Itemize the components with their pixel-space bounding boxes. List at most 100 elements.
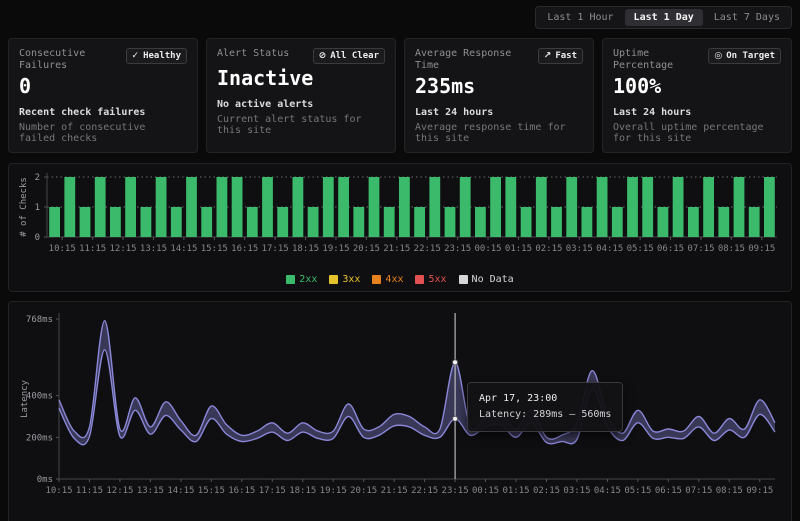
card-value: 235ms — [415, 74, 476, 98]
svg-text:23:15: 23:15 — [442, 486, 469, 496]
svg-text:0: 0 — [35, 233, 40, 243]
time-range-last-1-day[interactable]: Last 1 Day — [624, 9, 703, 26]
card-value: 0 — [19, 74, 32, 98]
check-bar — [155, 177, 167, 237]
svg-text:22:15: 22:15 — [411, 486, 438, 496]
check-bar — [186, 177, 197, 237]
card-title: Uptime Percentage — [613, 48, 674, 71]
svg-text:02:15: 02:15 — [533, 486, 560, 496]
legend-item-2xx: 2xx — [286, 274, 317, 285]
time-range-selector: Last 1 Hour Last 1 Day Last 7 Days — [535, 6, 792, 29]
svg-text:01:15: 01:15 — [505, 244, 532, 254]
legend-item-3xx: 3xx — [329, 274, 360, 285]
check-bar — [414, 207, 425, 237]
svg-text:03:15: 03:15 — [563, 486, 590, 496]
svg-text:07:15: 07:15 — [687, 244, 714, 254]
svg-text:0ms: 0ms — [37, 475, 53, 485]
check-bar — [566, 177, 578, 237]
check-bar — [94, 177, 106, 237]
svg-text:08:15: 08:15 — [716, 486, 743, 496]
svg-text:08:15: 08:15 — [718, 244, 745, 254]
time-range-last-7-days[interactable]: Last 7 Days — [705, 9, 789, 26]
legend-label: 5xx — [428, 273, 447, 285]
check-bar — [733, 177, 745, 237]
card-value: Inactive — [217, 66, 314, 90]
check-bar — [338, 177, 349, 237]
check-bar — [399, 177, 410, 237]
check-bar — [170, 207, 182, 237]
svg-text:00:15: 00:15 — [472, 486, 499, 496]
check-bar — [444, 207, 456, 237]
badge-label: Healthy — [143, 51, 181, 61]
svg-text:20:15: 20:15 — [350, 486, 377, 496]
svg-text:07:15: 07:15 — [685, 486, 712, 496]
check-bar — [292, 177, 304, 237]
check-bar — [125, 177, 136, 237]
svg-text:06:15: 06:15 — [657, 244, 684, 254]
svg-text:13:15: 13:15 — [140, 244, 167, 254]
svg-text:06:15: 06:15 — [655, 486, 682, 496]
check-bar — [383, 207, 395, 237]
stat-cards: Consecutive Failures ✓ Healthy 0 Recent … — [8, 38, 792, 153]
trend-up-icon: ↗ — [543, 50, 552, 61]
card-alert-status: Alert Status ⊘ All Clear Inactive No act… — [206, 38, 396, 153]
svg-text:400ms: 400ms — [26, 392, 53, 402]
status-badge: ↗ Fast — [537, 48, 583, 64]
check-bar — [49, 207, 60, 237]
svg-text:04:15: 04:15 — [596, 244, 623, 254]
check-bar — [322, 177, 334, 237]
check-bar — [277, 207, 289, 237]
bell-icon: ⊘ — [318, 50, 327, 61]
check-bar — [368, 177, 380, 237]
check-bar — [551, 207, 562, 237]
legend-swatch — [286, 274, 296, 284]
card-title: Consecutive Failures — [19, 48, 86, 71]
badge-label: Fast — [555, 51, 577, 61]
hover-point — [451, 415, 459, 422]
check-bar — [718, 207, 730, 237]
svg-text:12:15: 12:15 — [109, 244, 136, 254]
card-subtitle: Last 24 hours — [613, 107, 692, 118]
svg-text:22:15: 22:15 — [414, 244, 441, 254]
svg-text:09:15: 09:15 — [748, 244, 775, 254]
card-subtitle: Last 24 hours — [415, 107, 494, 118]
check-bar — [764, 177, 775, 237]
svg-text:18:15: 18:15 — [292, 244, 319, 254]
svg-text:11:15: 11:15 — [76, 486, 103, 496]
checks-bar-chart[interactable]: 0 1 2 10:15 11:15 12:15 13:15 14:15 15:15 16:15 17… — [15, 169, 785, 267]
svg-text:13:15: 13:15 — [137, 486, 164, 496]
latency-chart[interactable]: 0ms 200ms 400ms 768ms 10:15 11:15 12:15 13:15 14… — [15, 307, 785, 519]
svg-text:16:15: 16:15 — [231, 244, 258, 254]
legend-item-4xx: 4xx — [372, 274, 403, 285]
check-bar — [505, 177, 517, 237]
card-title: Alert Status — [217, 48, 290, 59]
check-bar — [475, 207, 486, 237]
check-bar — [642, 177, 654, 237]
check-bar — [353, 207, 365, 237]
check-bar — [627, 177, 638, 237]
svg-text:2: 2 — [35, 173, 40, 183]
svg-text:05:15: 05:15 — [627, 244, 654, 254]
target-icon: ◎ — [714, 50, 723, 61]
svg-text:23:15: 23:15 — [444, 244, 471, 254]
badge-label: All Clear — [330, 51, 379, 61]
svg-text:01:15: 01:15 — [502, 486, 529, 496]
card-description: Number of consecutive failed checks — [19, 122, 146, 144]
time-range-last-1-hour[interactable]: Last 1 Hour — [538, 9, 622, 26]
card-average-response-time: Average Response Time ↗ Fast 235ms Last … — [404, 38, 594, 153]
svg-text:03:15: 03:15 — [566, 244, 593, 254]
svg-text:17:15: 17:15 — [262, 244, 289, 254]
svg-text:Latency: Latency — [20, 379, 30, 418]
check-bar — [201, 207, 213, 237]
legend-label: 3xx — [342, 273, 361, 285]
svg-text:1: 1 — [35, 203, 40, 213]
legend-item-no-data: No Data — [458, 274, 514, 285]
status-code-legend: 2xx 3xx 4xx 5xx No Data — [15, 271, 785, 287]
legend-label: 2xx — [299, 273, 318, 285]
svg-text:04:15: 04:15 — [594, 486, 621, 496]
check-bar — [748, 207, 760, 237]
svg-text:05:15: 05:15 — [624, 486, 651, 496]
svg-text:200ms: 200ms — [26, 433, 53, 443]
status-badge: ✓ Healthy — [125, 48, 187, 64]
check-bar — [520, 207, 532, 237]
